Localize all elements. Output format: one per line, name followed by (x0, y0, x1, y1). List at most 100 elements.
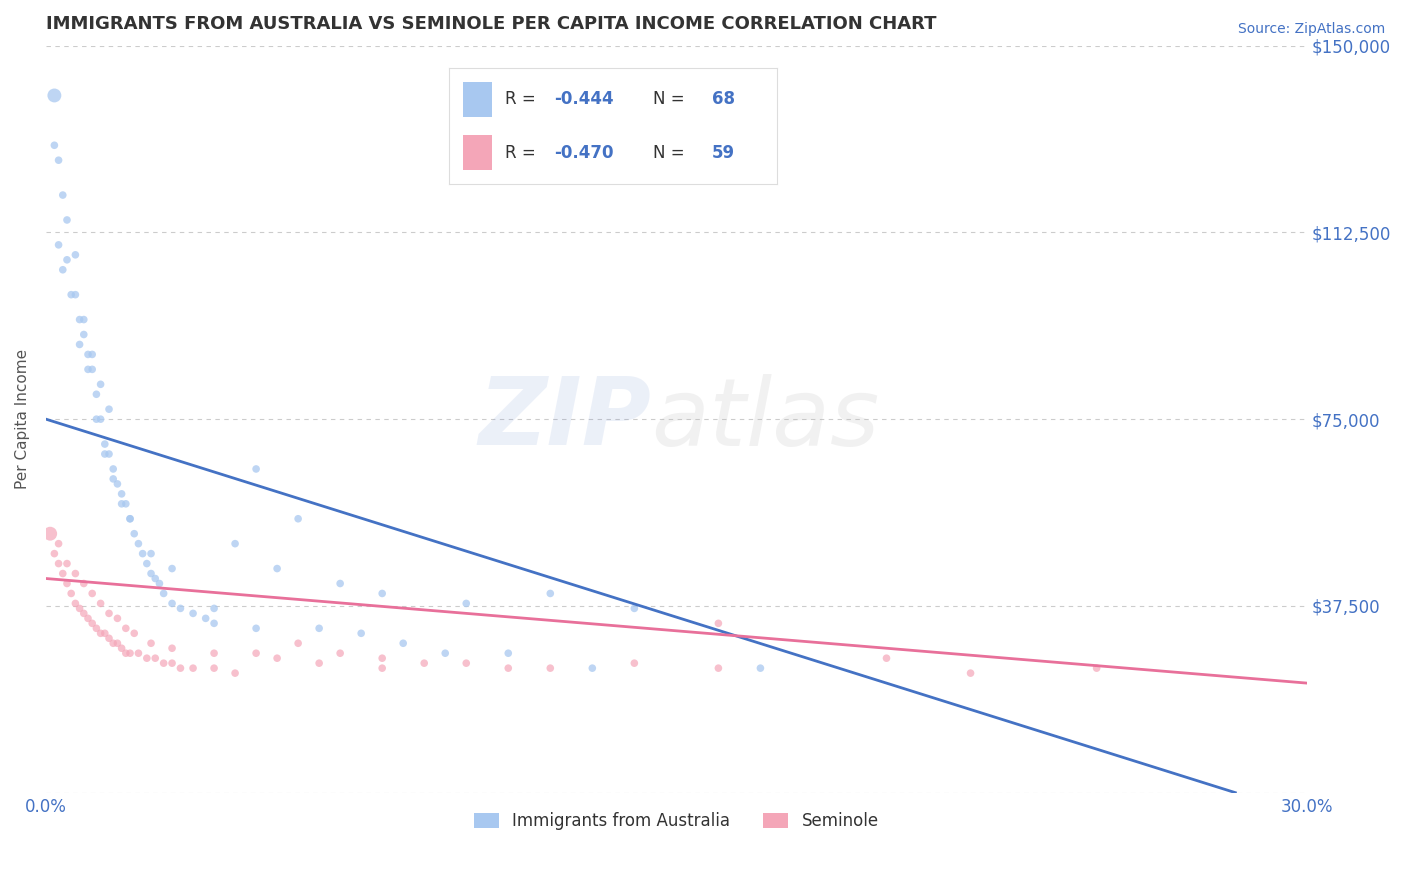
Point (127, 646, 149, 660)
Point (456, 656, 478, 670)
Point (1085, 661, 1108, 675)
Point (73, 312, 96, 326)
Point (90, 377, 112, 392)
Point (52, 262, 75, 277)
Y-axis label: Per Capita Income: Per Capita Income (15, 349, 30, 489)
Point (98, 632, 121, 646)
Point (749, 661, 772, 675)
Point (82, 586, 104, 600)
Point (52, 566, 75, 581)
Point (48, 536, 70, 550)
Point (118, 512, 141, 526)
Point (707, 661, 730, 675)
Point (143, 572, 166, 586)
Point (111, 487, 134, 501)
Point (107, 611, 129, 625)
Point (94, 437, 117, 451)
Point (44, 547, 66, 561)
Point (82, 616, 104, 631)
Point (329, 576, 352, 591)
Point (39, 526, 62, 541)
Point (308, 621, 330, 635)
Point (623, 601, 645, 615)
Point (169, 601, 191, 615)
Point (160, 596, 183, 610)
Point (135, 651, 157, 665)
Point (202, 646, 225, 660)
Point (111, 641, 134, 656)
Point (73, 327, 96, 342)
Point (118, 512, 141, 526)
Point (86, 412, 108, 426)
Point (456, 596, 478, 610)
Point (77, 347, 100, 361)
Point (69, 337, 91, 351)
Point (98, 402, 121, 417)
Point (371, 651, 394, 665)
Point (94, 626, 117, 640)
Point (114, 621, 136, 635)
Point (65, 287, 87, 301)
Point (329, 646, 352, 660)
Point (152, 656, 174, 670)
Point (86, 387, 108, 401)
Point (371, 586, 394, 600)
Point (266, 561, 288, 575)
Point (245, 621, 267, 635)
Point (52, 188, 75, 202)
Text: Source: ZipAtlas.com: Source: ZipAtlas.com (1237, 22, 1385, 37)
Point (202, 661, 225, 675)
Text: IMMIGRANTS FROM AUSTRALIA VS SEMINOLE PER CAPITA INCOME CORRELATION CHART: IMMIGRANTS FROM AUSTRALIA VS SEMINOLE PE… (46, 15, 936, 33)
Point (60, 287, 83, 301)
Point (392, 636, 415, 650)
Text: atlas: atlas (651, 374, 879, 465)
Point (266, 651, 288, 665)
Point (181, 607, 204, 621)
Point (496, 646, 519, 660)
Point (160, 561, 183, 575)
Point (581, 661, 603, 675)
Point (56, 252, 79, 267)
Point (107, 476, 129, 491)
Point (114, 497, 136, 511)
Point (127, 536, 149, 550)
Point (77, 611, 100, 625)
Point (139, 636, 162, 650)
Point (48, 153, 70, 168)
Point (194, 611, 217, 625)
Point (111, 497, 134, 511)
Point (202, 601, 225, 615)
Point (60, 586, 83, 600)
Point (287, 636, 309, 650)
Point (98, 607, 121, 621)
Point (434, 646, 457, 660)
Point (308, 656, 330, 670)
Point (122, 626, 145, 640)
Text: ZIP: ZIP (478, 373, 651, 465)
Point (413, 656, 436, 670)
Point (73, 607, 96, 621)
Point (65, 248, 87, 262)
Point (876, 651, 898, 665)
Point (44, 88, 66, 103)
Point (90, 626, 112, 640)
Point (114, 646, 136, 660)
Point (623, 656, 645, 670)
Point (118, 646, 141, 660)
Point (139, 566, 162, 581)
Point (103, 636, 125, 650)
Point (73, 576, 96, 591)
Point (181, 661, 204, 675)
Point (131, 547, 153, 561)
Point (538, 661, 561, 675)
Legend: Immigrants from Australia, Seminole: Immigrants from Australia, Seminole (467, 805, 886, 837)
Point (143, 651, 166, 665)
Point (90, 412, 112, 426)
Point (107, 636, 129, 650)
Point (139, 547, 162, 561)
Point (56, 576, 79, 591)
Point (160, 656, 183, 670)
Point (169, 661, 191, 675)
Point (959, 666, 981, 681)
Point (98, 447, 121, 461)
